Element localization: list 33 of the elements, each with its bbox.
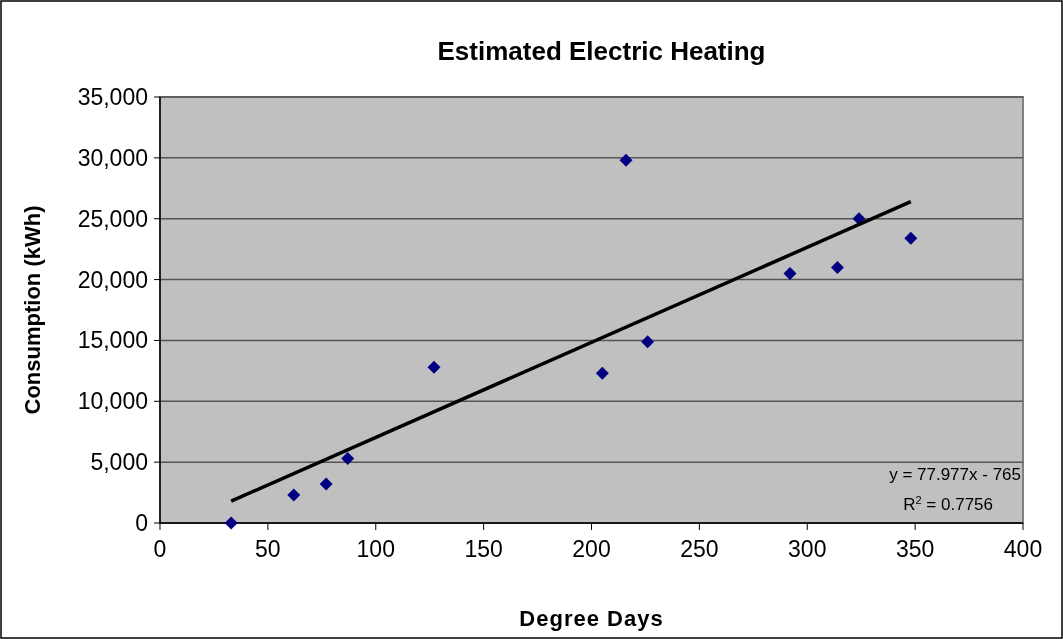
y-tick-label: 10,000: [77, 388, 148, 415]
x-axis-title: Degree Days: [519, 606, 664, 631]
point: [224, 516, 238, 530]
x-tick-label: 100: [356, 536, 395, 562]
point: [641, 335, 655, 349]
x-tick-label: 200: [572, 536, 611, 562]
point: [427, 360, 441, 374]
point: [341, 451, 355, 465]
y-tick-label: 0: [135, 510, 148, 537]
y-axis-title: Consumption (kWh): [20, 205, 45, 415]
x-tick-label: 350: [895, 536, 935, 562]
point: [904, 231, 918, 245]
point: [619, 153, 633, 167]
y-tick-label: 35,000: [77, 84, 148, 111]
x-tick-label: 300: [788, 536, 827, 562]
point: [287, 488, 301, 502]
point: [830, 260, 844, 274]
chart-title: Estimated Electric Heating: [437, 36, 766, 66]
annotation: y = 77.977x - 765: [889, 465, 1021, 484]
y-tick-label: 15,000: [77, 327, 148, 354]
x-tick-label: 150: [464, 536, 503, 562]
x-tick-label: 400: [1003, 536, 1043, 562]
point: [783, 266, 797, 280]
point: [595, 366, 609, 380]
y-tick-label: 5,000: [90, 449, 148, 476]
point: [319, 477, 333, 491]
y-tick-label: 25,000: [77, 205, 148, 232]
x-tick-label: 250: [680, 536, 719, 562]
x-tick-label: 50: [255, 536, 281, 562]
annotation: R$^{2}$ = 0.7756: [903, 494, 993, 514]
y-tick-label: 20,000: [77, 266, 148, 293]
x-tick-label: 0: [153, 536, 167, 562]
y-tick-label: 30,000: [77, 144, 148, 171]
